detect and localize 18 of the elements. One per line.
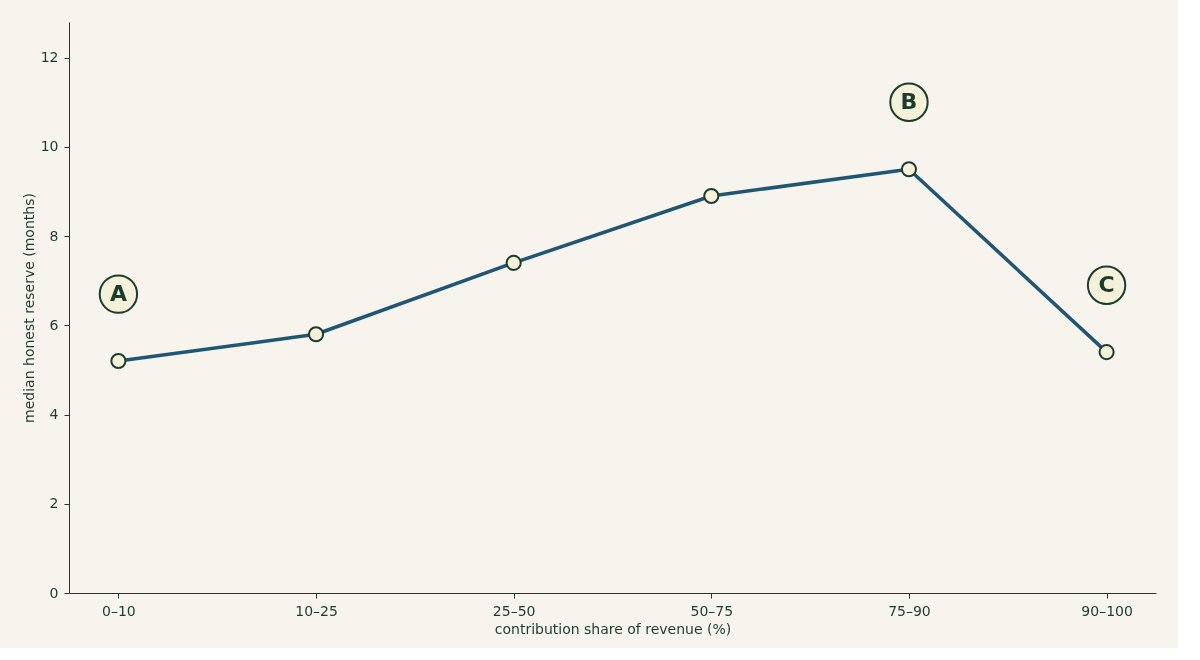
x-tick-label: 75–90 (888, 602, 931, 619)
y-tick-label: 12 (40, 49, 59, 66)
y-tick-label: 0 (49, 584, 59, 601)
y-tick-label: 8 (49, 227, 59, 244)
y-axis-title: median honest reserve (months) (20, 193, 37, 423)
annotation: C (1098, 272, 1115, 298)
x-tick-label: 25–50 (492, 602, 536, 619)
x-tick-label: 50–75 (690, 602, 734, 619)
x-tick-label: 90–100 (1081, 602, 1133, 619)
x-axis-title: contribution share of revenue (%) (494, 620, 732, 637)
y-tick-label: 4 (49, 406, 59, 423)
x-tick-label: 10–25 (295, 602, 338, 619)
annotation: A (109, 281, 127, 307)
y-tick-label: 6 (49, 316, 59, 333)
x-tick-label: 0–10 (102, 602, 136, 619)
y-tick-label: 2 (49, 495, 59, 512)
y-tick-label: 10 (40, 138, 59, 155)
annotation: B (900, 89, 918, 115)
